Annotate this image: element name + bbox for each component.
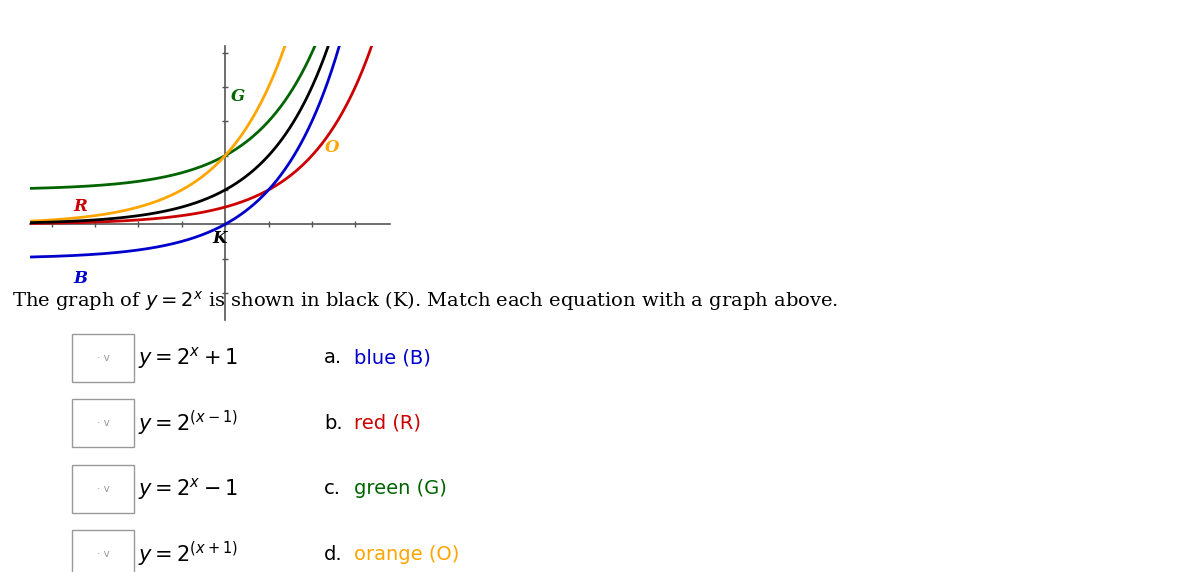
Text: b.: b. [324, 414, 343, 433]
Text: $y = 2^{(x-1)}$: $y = 2^{(x-1)}$ [138, 408, 238, 438]
Text: · v: · v [97, 418, 109, 428]
Text: B: B [73, 269, 88, 287]
Text: O: O [325, 139, 340, 156]
Text: red (R): red (R) [354, 414, 421, 433]
Text: · v: · v [97, 484, 109, 494]
Text: G: G [230, 88, 245, 105]
Text: $y = 2^x + 1$: $y = 2^x + 1$ [138, 345, 239, 371]
Text: c.: c. [324, 479, 341, 498]
Text: blue (B): blue (B) [354, 348, 431, 367]
Text: orange (O): orange (O) [354, 545, 460, 563]
Text: a.: a. [324, 348, 342, 367]
Text: green (G): green (G) [354, 479, 446, 498]
Text: R: R [73, 198, 88, 215]
Text: $y = 2^{(x+1)}$: $y = 2^{(x+1)}$ [138, 539, 238, 569]
Text: K: K [212, 230, 227, 247]
Text: d.: d. [324, 545, 343, 563]
FancyBboxPatch shape [72, 334, 134, 382]
Text: $y = 2^x - 1$: $y = 2^x - 1$ [138, 476, 239, 502]
Text: · v: · v [97, 549, 109, 559]
FancyBboxPatch shape [72, 465, 134, 513]
Text: The graph of $y = 2^x$ is shown in black (K). Match each equation with a graph a: The graph of $y = 2^x$ is shown in black… [12, 289, 839, 313]
FancyBboxPatch shape [72, 399, 134, 447]
FancyBboxPatch shape [72, 530, 134, 572]
Text: · v: · v [97, 353, 109, 363]
